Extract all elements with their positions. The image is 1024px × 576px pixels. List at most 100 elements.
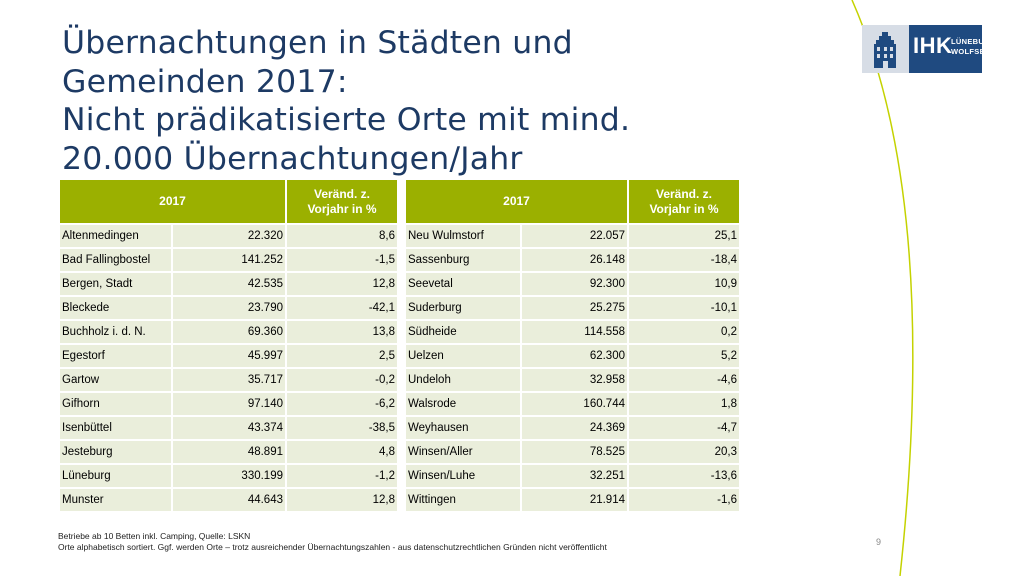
table-row: Seevetal 92.300 10,9 bbox=[406, 273, 739, 295]
table-row: Egestorf 45.997 2,5 bbox=[60, 345, 397, 367]
table-row: Weyhausen 24.369 -4,7 bbox=[406, 417, 739, 439]
table-row: Undeloh 32.958 -4,6 bbox=[406, 369, 739, 391]
change-cell: 25,1 bbox=[629, 225, 739, 247]
place-cell: Bad Fallingbostel bbox=[60, 249, 171, 271]
place-cell: Gartow bbox=[60, 369, 171, 391]
overnight-table-left: 2017 Veränd. z. Vorjahr in % Altenmeding… bbox=[58, 178, 399, 513]
change-cell: -6,2 bbox=[287, 393, 397, 415]
table-row: Winsen/Aller 78.525 20,3 bbox=[406, 441, 739, 463]
footnote-line: Betriebe ab 10 Betten inkl. Camping, Que… bbox=[58, 531, 251, 541]
nights-cell: 21.914 bbox=[522, 489, 627, 511]
nights-cell: 92.300 bbox=[522, 273, 627, 295]
nights-cell: 42.535 bbox=[173, 273, 285, 295]
change-cell: -0,2 bbox=[287, 369, 397, 391]
table-row: Südheide 114.558 0,2 bbox=[406, 321, 739, 343]
table-row: Lüneburg 330.199 -1,2 bbox=[60, 465, 397, 487]
change-cell: -4,7 bbox=[629, 417, 739, 439]
change-cell: 5,2 bbox=[629, 345, 739, 367]
nights-cell: 44.643 bbox=[173, 489, 285, 511]
logo-city: LÜNEBURG WOLFSBURG bbox=[951, 37, 1003, 57]
nights-cell: 32.251 bbox=[522, 465, 627, 487]
page-title: Übernachtungen in Städten und Gemeinden … bbox=[62, 24, 822, 178]
nights-cell: 69.360 bbox=[173, 321, 285, 343]
change-cell: -13,6 bbox=[629, 465, 739, 487]
change-cell: -10,1 bbox=[629, 297, 739, 319]
page-number: 9 bbox=[876, 537, 882, 547]
place-cell: Munster bbox=[60, 489, 171, 511]
header-change-line: Vorjahr in % bbox=[649, 201, 719, 216]
change-cell: 20,3 bbox=[629, 441, 739, 463]
table-row: Buchholz i. d. N. 69.360 13,8 bbox=[60, 321, 397, 343]
nights-cell: 141.252 bbox=[173, 249, 285, 271]
place-cell: Winsen/Aller bbox=[406, 441, 520, 463]
header-change: Veränd. z. Vorjahr in % bbox=[629, 180, 739, 223]
place-cell: Sassenburg bbox=[406, 249, 520, 271]
nights-cell: 62.300 bbox=[522, 345, 627, 367]
change-cell: -4,6 bbox=[629, 369, 739, 391]
header-change-line: Vorjahr in % bbox=[307, 201, 377, 216]
title-line: Nicht prädikatisierte Orte mit mind. bbox=[62, 102, 631, 138]
place-cell: Gifhorn bbox=[60, 393, 171, 415]
place-cell: Neu Wulmstorf bbox=[406, 225, 520, 247]
nights-cell: 78.525 bbox=[522, 441, 627, 463]
table-row: Sassenburg 26.148 -18,4 bbox=[406, 249, 739, 271]
change-cell: -42,1 bbox=[287, 297, 397, 319]
table-row: Wittingen 21.914 -1,6 bbox=[406, 489, 739, 511]
table-header-row: 2017 Veränd. z. Vorjahr in % bbox=[60, 180, 397, 223]
change-cell: -38,5 bbox=[287, 417, 397, 439]
change-cell: 12,8 bbox=[287, 273, 397, 295]
change-cell: 4,8 bbox=[287, 441, 397, 463]
nights-cell: 24.369 bbox=[522, 417, 627, 439]
place-cell: Seevetal bbox=[406, 273, 520, 295]
change-cell: -18,4 bbox=[629, 249, 739, 271]
nights-cell: 97.140 bbox=[173, 393, 285, 415]
nights-cell: 26.148 bbox=[522, 249, 627, 271]
nights-cell: 22.057 bbox=[522, 225, 627, 247]
place-cell: Egestorf bbox=[60, 345, 171, 367]
table-row: Bleckede 23.790 -42,1 bbox=[60, 297, 397, 319]
header-change-line: Veränd. z. bbox=[655, 186, 713, 201]
place-cell: Jesteburg bbox=[60, 441, 171, 463]
nights-cell: 32.958 bbox=[522, 369, 627, 391]
table-header-row: 2017 Veränd. z. Vorjahr in % bbox=[406, 180, 739, 223]
nights-cell: 45.997 bbox=[173, 345, 285, 367]
logo-city-line: WOLFSBURG bbox=[951, 47, 1003, 56]
building-icon bbox=[862, 25, 909, 73]
place-cell: Weyhausen bbox=[406, 417, 520, 439]
place-cell: Lüneburg bbox=[60, 465, 171, 487]
nights-cell: 22.320 bbox=[173, 225, 285, 247]
place-cell: Altenmedingen bbox=[60, 225, 171, 247]
place-cell: Isenbüttel bbox=[60, 417, 171, 439]
header-change-line: Veränd. z. bbox=[313, 186, 371, 201]
place-cell: Suderburg bbox=[406, 297, 520, 319]
table-row: Jesteburg 48.891 4,8 bbox=[60, 441, 397, 463]
table-row: Neu Wulmstorf 22.057 25,1 bbox=[406, 225, 739, 247]
logo-wordmark: IHK LÜNEBURG WOLFSBURG bbox=[909, 25, 1003, 73]
change-cell: 13,8 bbox=[287, 321, 397, 343]
table-row: Bad Fallingbostel 141.252 -1,5 bbox=[60, 249, 397, 271]
nights-cell: 114.558 bbox=[522, 321, 627, 343]
change-cell: 8,6 bbox=[287, 225, 397, 247]
place-cell: Südheide bbox=[406, 321, 520, 343]
nights-cell: 25.275 bbox=[522, 297, 627, 319]
place-cell: Wittingen bbox=[406, 489, 520, 511]
table-row: Walsrode 160.744 1,8 bbox=[406, 393, 739, 415]
place-cell: Undeloh bbox=[406, 369, 520, 391]
change-cell: -1,2 bbox=[287, 465, 397, 487]
place-cell: Bleckede bbox=[60, 297, 171, 319]
nights-cell: 35.717 bbox=[173, 369, 285, 391]
ihk-logo: IHK LÜNEBURG WOLFSBURG bbox=[862, 25, 1003, 73]
table-row: Munster 44.643 12,8 bbox=[60, 489, 397, 511]
table-row: Gifhorn 97.140 -6,2 bbox=[60, 393, 397, 415]
nights-cell: 48.891 bbox=[173, 441, 285, 463]
footnote: Betriebe ab 10 Betten inkl. Camping, Que… bbox=[58, 531, 607, 553]
table-row: Bergen, Stadt 42.535 12,8 bbox=[60, 273, 397, 295]
header-year: 2017 bbox=[60, 180, 285, 223]
overnight-table-right: 2017 Veränd. z. Vorjahr in % Neu Wulmsto… bbox=[404, 178, 741, 513]
header-year: 2017 bbox=[406, 180, 627, 223]
logo-city-line: LÜNEBURG bbox=[951, 37, 996, 46]
place-cell: Uelzen bbox=[406, 345, 520, 367]
title-line: Übernachtungen in Städten und bbox=[62, 25, 573, 61]
change-cell: -1,5 bbox=[287, 249, 397, 271]
place-cell: Winsen/Luhe bbox=[406, 465, 520, 487]
